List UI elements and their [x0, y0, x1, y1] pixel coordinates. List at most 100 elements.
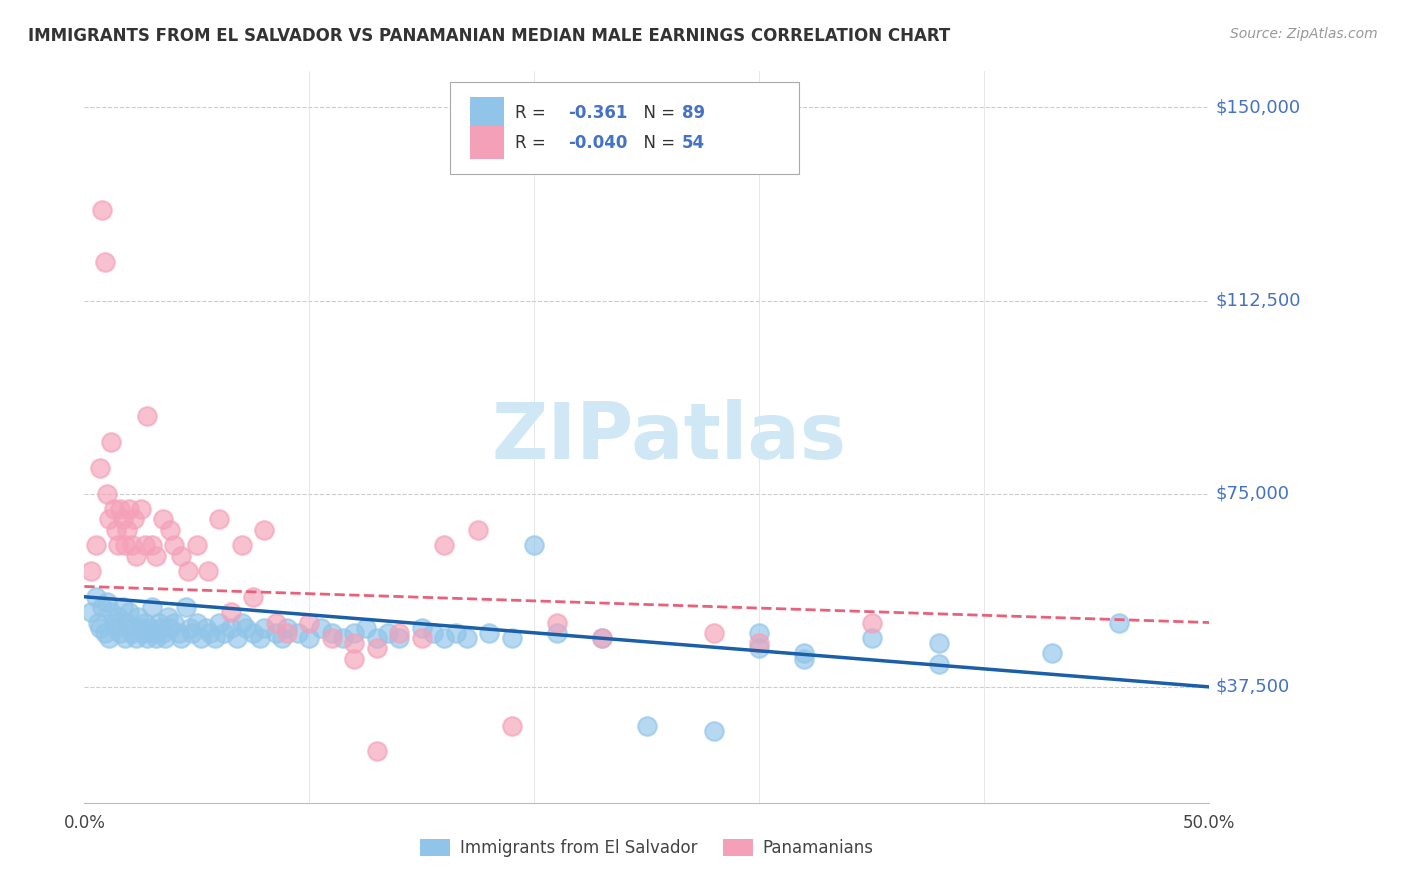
- Point: [141, 538, 163, 552]
- Point: [501, 631, 523, 645]
- Point: [546, 615, 568, 630]
- Point: [96, 487, 118, 501]
- Point: [703, 625, 725, 640]
- Text: N =: N =: [633, 134, 681, 152]
- Text: 54: 54: [682, 134, 704, 152]
- Point: [107, 610, 129, 624]
- Point: [928, 657, 950, 671]
- Point: [152, 625, 174, 640]
- Point: [100, 435, 122, 450]
- Point: [159, 523, 181, 537]
- Point: [298, 631, 321, 645]
- Point: [422, 625, 444, 640]
- Point: [204, 631, 226, 645]
- Point: [264, 625, 287, 640]
- Point: [1108, 615, 1130, 630]
- Point: [208, 615, 231, 630]
- Point: [143, 625, 166, 640]
- Point: [467, 523, 489, 537]
- Point: [591, 631, 613, 645]
- Point: [93, 255, 115, 269]
- Point: [80, 605, 103, 619]
- Point: [793, 647, 815, 661]
- Point: [104, 523, 127, 537]
- Text: -0.361: -0.361: [568, 104, 627, 122]
- Point: [96, 595, 118, 609]
- Point: [636, 718, 658, 732]
- Point: [242, 625, 264, 640]
- Point: [208, 512, 231, 526]
- Point: [264, 615, 287, 630]
- Text: 89: 89: [682, 104, 704, 122]
- Point: [155, 631, 177, 645]
- Point: [748, 625, 770, 640]
- Point: [332, 631, 354, 645]
- Point: [748, 636, 770, 650]
- Text: -0.040: -0.040: [568, 134, 627, 152]
- Point: [591, 631, 613, 645]
- Point: [219, 621, 242, 635]
- Point: [111, 600, 134, 615]
- Point: [242, 590, 264, 604]
- Point: [118, 502, 141, 516]
- Point: [115, 523, 138, 537]
- Point: [89, 621, 111, 635]
- Point: [125, 631, 148, 645]
- Point: [343, 625, 366, 640]
- Point: [411, 621, 433, 635]
- Point: [433, 631, 456, 645]
- Point: [115, 615, 138, 630]
- Point: [298, 615, 321, 630]
- Point: [104, 621, 127, 635]
- Point: [98, 631, 121, 645]
- Point: [129, 621, 152, 635]
- Point: [84, 590, 107, 604]
- Point: [523, 538, 546, 552]
- Text: $112,500: $112,500: [1216, 292, 1302, 310]
- Point: [793, 651, 815, 665]
- Text: $150,000: $150,000: [1216, 98, 1301, 117]
- Point: [111, 512, 134, 526]
- Point: [231, 538, 253, 552]
- Point: [212, 625, 235, 640]
- Point: [177, 564, 200, 578]
- Point: [163, 615, 186, 630]
- Point: [114, 538, 136, 552]
- Point: [87, 615, 110, 630]
- Point: [411, 631, 433, 645]
- Point: [253, 523, 276, 537]
- Point: [343, 651, 366, 665]
- Point: [501, 718, 523, 732]
- Point: [159, 621, 181, 635]
- Point: [145, 631, 167, 645]
- Point: [156, 610, 179, 624]
- Point: [100, 605, 122, 619]
- FancyBboxPatch shape: [470, 126, 503, 159]
- Point: [114, 631, 136, 645]
- Point: [136, 631, 159, 645]
- Point: [366, 641, 388, 656]
- Text: R =: R =: [515, 134, 551, 152]
- Point: [226, 631, 249, 645]
- Point: [546, 625, 568, 640]
- Point: [98, 512, 121, 526]
- Text: Source: ZipAtlas.com: Source: ZipAtlas.com: [1230, 27, 1378, 41]
- Point: [121, 625, 143, 640]
- Point: [122, 621, 145, 635]
- Text: $75,000: $75,000: [1216, 484, 1289, 503]
- Point: [145, 549, 167, 563]
- Point: [388, 625, 411, 640]
- Text: IMMIGRANTS FROM EL SALVADOR VS PANAMANIAN MEDIAN MALE EARNINGS CORRELATION CHART: IMMIGRANTS FROM EL SALVADOR VS PANAMANIA…: [28, 27, 950, 45]
- Point: [138, 621, 160, 635]
- Point: [141, 600, 163, 615]
- Point: [444, 625, 467, 640]
- Point: [860, 631, 883, 645]
- FancyBboxPatch shape: [450, 82, 799, 174]
- Point: [163, 538, 186, 552]
- Point: [125, 549, 148, 563]
- Point: [107, 538, 129, 552]
- Point: [170, 631, 193, 645]
- Point: [194, 621, 217, 635]
- Point: [148, 615, 170, 630]
- Point: [80, 564, 103, 578]
